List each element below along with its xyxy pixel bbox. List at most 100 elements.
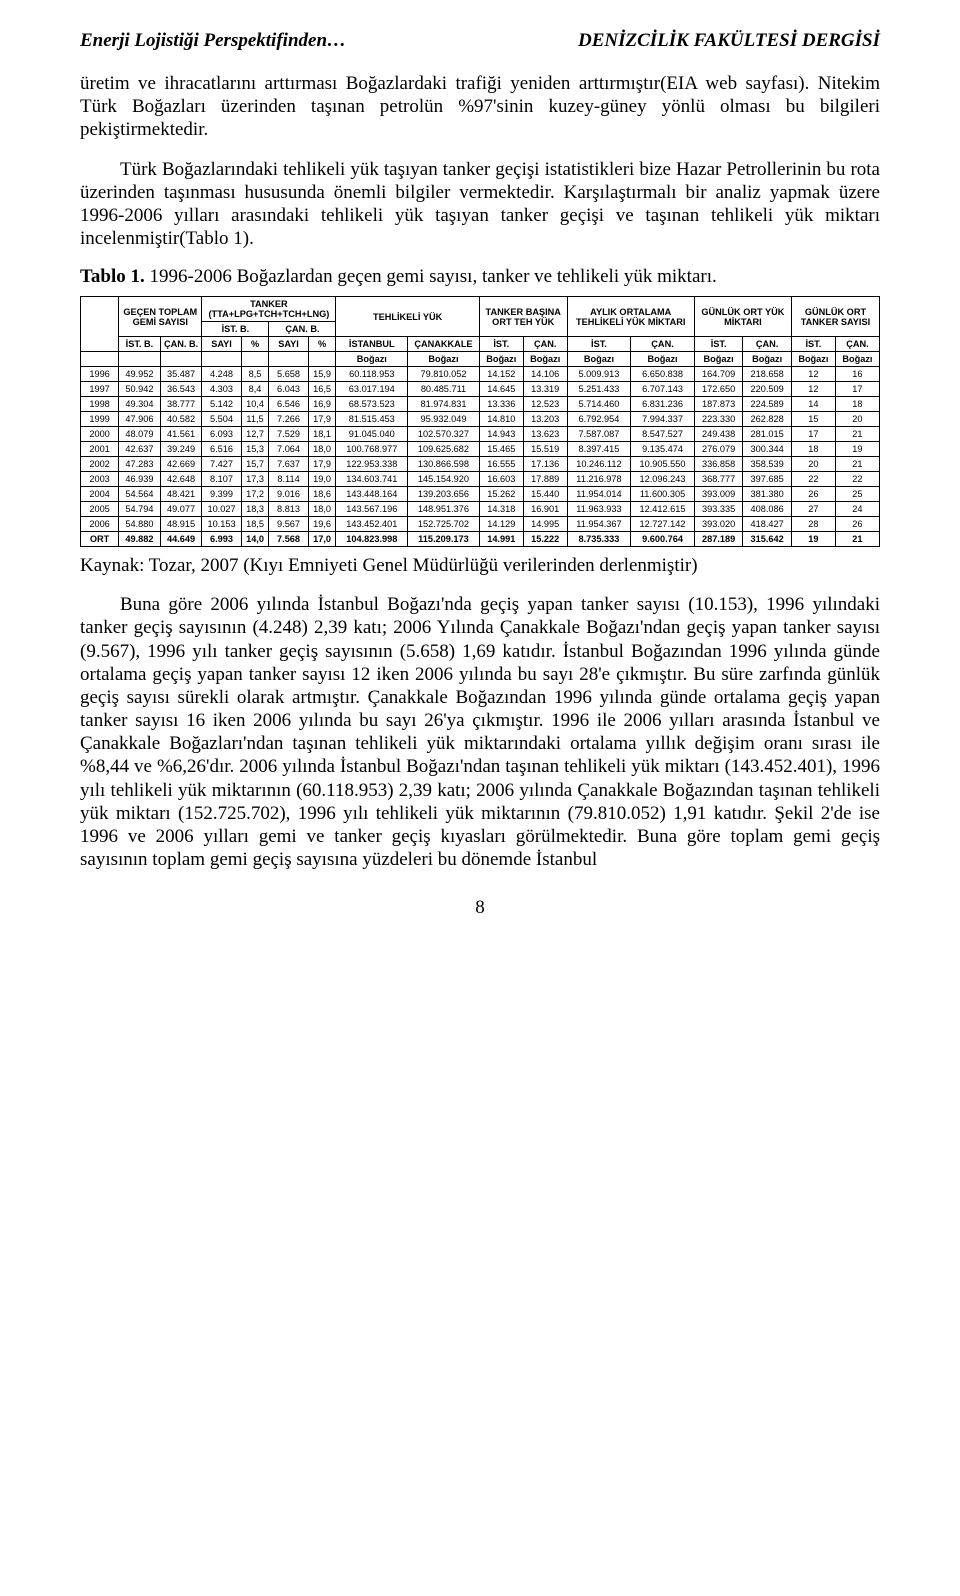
cell: 54.794 — [119, 502, 161, 517]
cell: 18,1 — [308, 427, 336, 442]
cell: 25 — [835, 487, 879, 502]
cell-year: 1999 — [81, 412, 119, 427]
cell: 14.943 — [479, 427, 523, 442]
cell: 8.397.415 — [567, 442, 631, 457]
th-blank — [81, 297, 119, 352]
th-bogazi-2: Boğazı — [408, 352, 480, 367]
cell: 104.823.998 — [336, 532, 408, 547]
cell: 28 — [791, 517, 835, 532]
th-blank3 — [119, 352, 161, 367]
header-right: DENİZCİLİK FAKÜLTESİ DERGİSİ — [578, 30, 880, 52]
cell: 49.952 — [119, 367, 161, 382]
table-caption: Tablo 1. 1996-2006 Boğazlardan geçen gem… — [80, 266, 880, 288]
table-row: 199849.30438.7775.14210,46.54616,968.573… — [81, 397, 880, 412]
cell: 102.570.327 — [408, 427, 480, 442]
cell: 14.106 — [523, 367, 567, 382]
paragraph-2: Türk Boğazlarındaki tehlikeli yük taşıya… — [80, 158, 880, 251]
cell: 287.189 — [694, 532, 743, 547]
cell: 17,2 — [241, 487, 269, 502]
cell: 15.465 — [479, 442, 523, 457]
cell: 22 — [835, 472, 879, 487]
header-left: Enerji Lojistiği Perspektifinden… — [80, 30, 346, 52]
cell: 14.810 — [479, 412, 523, 427]
cell: 26 — [835, 517, 879, 532]
cell: 262.828 — [743, 412, 792, 427]
table-body: 199649.95235.4874.2488,55.65815,960.118.… — [81, 367, 880, 547]
cell: 4.303 — [202, 382, 241, 397]
th-istb-grp: İST. B. — [202, 322, 269, 337]
cell: 47.283 — [119, 457, 161, 472]
cell: 7.266 — [269, 412, 308, 427]
cell: 6.792.954 — [567, 412, 631, 427]
cell: 164.709 — [694, 367, 743, 382]
cell-year: 1998 — [81, 397, 119, 412]
cell: 79.810.052 — [408, 367, 480, 382]
cell: 13.336 — [479, 397, 523, 412]
th-gunluk-ort-tanker: GÜNLÜK ORT TANKER SAYISI — [791, 297, 879, 337]
th-blank6 — [241, 352, 269, 367]
cell: 15.262 — [479, 487, 523, 502]
th-pct-1: % — [241, 337, 269, 352]
th-bogazi-6: Boğazı — [631, 352, 695, 367]
cell: 6.516 — [202, 442, 241, 457]
cell: 49.304 — [119, 397, 161, 412]
cell: 7.568 — [269, 532, 308, 547]
cell: 15 — [791, 412, 835, 427]
th-can-1: ÇAN. — [523, 337, 567, 352]
cell: 12.523 — [523, 397, 567, 412]
cell: 8.107 — [202, 472, 241, 487]
th-blank5 — [202, 352, 241, 367]
cell: 9.399 — [202, 487, 241, 502]
cell: 17.889 — [523, 472, 567, 487]
cell: 224.589 — [743, 397, 792, 412]
table-row: 199750.94236.5434.3038,46.04316,563.017.… — [81, 382, 880, 397]
table-caption-rest: 1996-2006 Boğazlardan geçen gemi sayısı,… — [145, 266, 717, 287]
cell-year: 2003 — [81, 472, 119, 487]
cell: 20 — [835, 412, 879, 427]
cell: 81.515.453 — [336, 412, 408, 427]
table-row: 200346.93942.6488.10717,38.11419,0134.60… — [81, 472, 880, 487]
cell: 408.086 — [743, 502, 792, 517]
table-head-row-3: İST. B. ÇAN. B. SAYI % SAYI % İSTANBUL Ç… — [81, 337, 880, 352]
th-tehlikeli-yuk: TEHLİKELİ YÜK — [336, 297, 479, 337]
th-bogazi-7: Boğazı — [694, 352, 743, 367]
cell: 152.725.702 — [408, 517, 480, 532]
cell: 42.648 — [160, 472, 202, 487]
th-bogazi-9: Boğazı — [791, 352, 835, 367]
cell: 7.064 — [269, 442, 308, 457]
cell: 16.603 — [479, 472, 523, 487]
cell: 14,0 — [241, 532, 269, 547]
cell: 54.880 — [119, 517, 161, 532]
table-caption-label: Tablo 1. — [80, 266, 145, 287]
cell: 9.016 — [269, 487, 308, 502]
cell: 11.216.978 — [567, 472, 631, 487]
cell: 10.905.550 — [631, 457, 695, 472]
cell: 12 — [791, 367, 835, 382]
cell: 36.543 — [160, 382, 202, 397]
cell: 48.915 — [160, 517, 202, 532]
cell: 10.153 — [202, 517, 241, 532]
th-istb: İST. B. — [119, 337, 161, 352]
cell: 5.658 — [269, 367, 308, 382]
cell: 41.561 — [160, 427, 202, 442]
cell: 16,5 — [308, 382, 336, 397]
cell: 18,6 — [308, 487, 336, 502]
th-bogazi-10: Boğazı — [835, 352, 879, 367]
cell: 24 — [835, 502, 879, 517]
cell: 16.555 — [479, 457, 523, 472]
cell: 8.114 — [269, 472, 308, 487]
cell: 19,0 — [308, 472, 336, 487]
cell: 10,4 — [241, 397, 269, 412]
cell: 9.600.764 — [631, 532, 695, 547]
cell: 418.427 — [743, 517, 792, 532]
th-pct-2: % — [308, 337, 336, 352]
cell: 7.427 — [202, 457, 241, 472]
cell: 13.319 — [523, 382, 567, 397]
cell: 14.152 — [479, 367, 523, 382]
cell: 223.330 — [694, 412, 743, 427]
cell: 16.901 — [523, 502, 567, 517]
th-bogazi-5: Boğazı — [567, 352, 631, 367]
th-tanker-basina: TANKER BAŞINA ORT TEH YÜK — [479, 297, 567, 337]
cell: 18,3 — [241, 502, 269, 517]
cell: 22 — [791, 472, 835, 487]
